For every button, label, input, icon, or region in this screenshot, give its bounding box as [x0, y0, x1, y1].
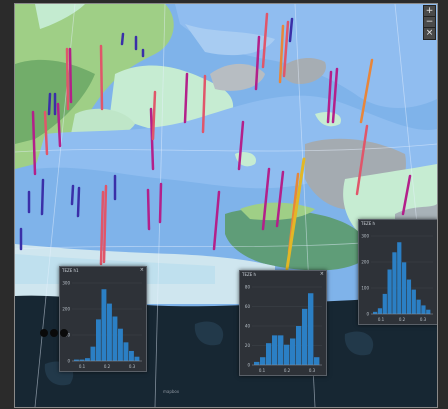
- y-tick-label: 40: [245, 324, 251, 329]
- pagination-dots[interactable]: [40, 329, 68, 337]
- x-tick-label: 0.3: [129, 364, 136, 369]
- page-dot[interactable]: [50, 329, 58, 337]
- y-tick-label: 0: [366, 312, 369, 317]
- zoom-out-icon: −: [425, 17, 434, 27]
- page-dot[interactable]: [60, 329, 68, 337]
- y-tick-label: 200: [62, 307, 70, 312]
- data-columns-salmon: [43, 12, 369, 266]
- histogram-bar: [266, 343, 272, 365]
- histogram-bar: [392, 252, 397, 314]
- histogram-bar: [278, 335, 284, 365]
- histogram-bar: [107, 303, 112, 361]
- histogram-bar: [134, 356, 140, 361]
- histogram-bar: [377, 308, 383, 314]
- histogram-bar: [90, 346, 96, 361]
- histogram-chart: 300 200 100 0 0.1 0.2 0.3: [361, 234, 433, 322]
- histogram-bar: [101, 289, 107, 361]
- histogram-bar: [290, 338, 296, 365]
- histogram-popup[interactable]: TEZE h × 80 60 40 20 0 0.1 0.2 0.3: [239, 270, 327, 376]
- page-dot[interactable]: [40, 329, 48, 337]
- histogram-bar: [426, 309, 431, 314]
- histogram-bar: [260, 357, 266, 365]
- y-tick-label: 300: [62, 281, 70, 286]
- histogram-bar: [314, 357, 320, 365]
- data-columns-magenta: [31, 35, 412, 251]
- popup-title: TEZE h1: [62, 268, 79, 273]
- histogram-bar: [387, 269, 392, 314]
- histogram-popup[interactable]: TEZE h 300 200 100 0 0.1 0.2 0.3: [358, 219, 437, 325]
- y-tick-label: 20: [245, 343, 251, 348]
- y-tick-label: 0: [67, 359, 70, 364]
- histogram-bar: [96, 319, 101, 361]
- x-tick-label: 0.1: [79, 364, 86, 369]
- data-columns-indigo: [19, 17, 294, 251]
- popup-title: TEZE h: [361, 221, 376, 226]
- histogram-bar: [302, 308, 308, 365]
- y-tick-label: 100: [361, 286, 369, 291]
- close-icon: ×: [425, 28, 434, 38]
- histogram-bar: [397, 242, 402, 314]
- histogram-bar: [254, 361, 260, 365]
- histogram-bar: [421, 305, 426, 314]
- histogram-bar: [411, 289, 416, 314]
- x-tick-label: 0.3: [420, 317, 427, 322]
- close-map-button[interactable]: ×: [423, 27, 436, 40]
- histogram-bar: [296, 326, 302, 365]
- histogram-bar: [85, 358, 90, 361]
- histogram-bar: [123, 342, 129, 361]
- zoom-in-icon: +: [425, 6, 434, 16]
- histogram-bar: [112, 316, 118, 361]
- x-tick-label: 0.3: [309, 368, 316, 373]
- x-tick-label: 0.2: [104, 364, 111, 369]
- popup-close-icon[interactable]: ×: [139, 267, 144, 273]
- y-tick-label: 60: [245, 304, 251, 309]
- histogram-bar: [382, 293, 387, 314]
- histogram-bar: [284, 344, 290, 365]
- y-tick-label: 300: [361, 234, 369, 239]
- histogram-bar: [308, 293, 314, 365]
- popup-close-icon[interactable]: ×: [319, 271, 324, 277]
- histogram-bar: [416, 299, 421, 314]
- histogram-bar: [118, 328, 123, 361]
- histogram-bar: [79, 359, 85, 361]
- histogram-bar: [129, 350, 134, 361]
- y-tick-label: 200: [361, 260, 369, 265]
- histogram-bar: [74, 359, 79, 361]
- histogram-chart: 80 60 40 20 0 0.1 0.2 0.3: [245, 285, 322, 373]
- data-columns-yellow: [285, 157, 306, 271]
- histogram-bar: [406, 279, 412, 314]
- histogram-bar: [272, 335, 278, 365]
- x-tick-label: 0.2: [399, 317, 406, 322]
- y-tick-label: 80: [245, 285, 251, 290]
- x-tick-label: 0.2: [284, 368, 291, 373]
- histogram-bar: [402, 262, 407, 314]
- popup-title: TEZE h: [242, 272, 257, 277]
- x-tick-label: 0.1: [378, 317, 385, 322]
- y-tick-label: 0: [247, 363, 250, 368]
- x-tick-label: 0.1: [259, 368, 266, 373]
- histogram-bar: [373, 311, 378, 314]
- map-attribution: mapbox: [163, 389, 180, 394]
